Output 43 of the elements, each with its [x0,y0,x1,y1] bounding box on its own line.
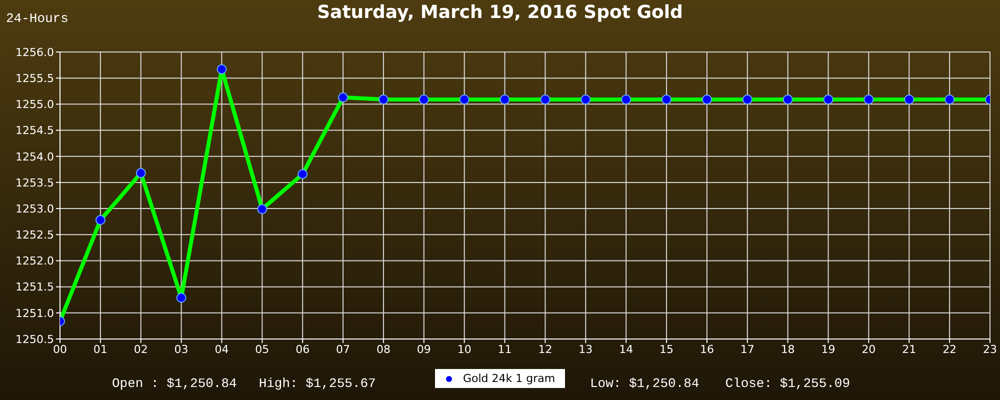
y-tick-label: 1252.5 [16,228,54,242]
x-tick-label: 22 [942,342,957,356]
y-tick-label: 1252.0 [16,254,54,268]
x-tick-label: 01 [93,342,108,356]
x-tick-label: 11 [498,342,512,356]
x-tick-label: 00 [53,342,67,356]
x-tick-label: 14 [619,342,634,356]
y-tick-label: 1251.5 [16,280,54,294]
text: Open : $1,250.84 [112,376,237,391]
text: High: $1,255.67 [258,376,376,391]
x-tick-label: 03 [174,342,188,356]
y-tick-label: 1250.5 [16,332,54,346]
chart-title: Saturday, March 19, 2016 Spot Gold [317,2,683,23]
x-tick-label: 21 [902,342,916,356]
x-tick-label: 08 [376,342,390,356]
x-tick-label: 02 [134,342,148,356]
x-tick-label: 13 [578,342,593,356]
x-tick-label: 04 [214,342,229,356]
y-tick-label: 1255.5 [16,72,54,85]
y-tick-label: 1256.0 [16,46,54,59]
x-tick-label: 17 [740,342,754,356]
x-tick-label: 20 [862,342,876,356]
text: Close: $1,255.09 [725,376,850,391]
x-tick-label: 07 [336,342,350,356]
y-tick-label: 1253.0 [16,202,54,216]
text: Low: $1,250.84 [590,376,700,391]
y-tick-label: 1254.5 [16,124,54,138]
x-tick-label: 16 [700,342,714,356]
y-tick-label: 1251.0 [16,306,54,320]
text: 24-Hours [6,11,68,26]
x-tick-label: 05 [255,342,270,356]
legend-label: Gold 24k 1 gram [462,372,556,385]
y-tick-label: 1253.5 [16,176,54,190]
x-tick-label: 19 [821,342,836,356]
x-tick-label: 15 [660,342,674,356]
x-tick-label: 23 [983,342,997,356]
x-tick-label: 06 [296,342,310,356]
y-tick-label: 1255.0 [16,98,54,112]
x-tick-label: 10 [457,342,472,356]
y-tick-label: 1254.0 [16,150,54,164]
x-tick-label: 09 [416,342,431,356]
x-tick-label: 12 [538,342,552,356]
x-tick-label: 18 [780,342,795,356]
